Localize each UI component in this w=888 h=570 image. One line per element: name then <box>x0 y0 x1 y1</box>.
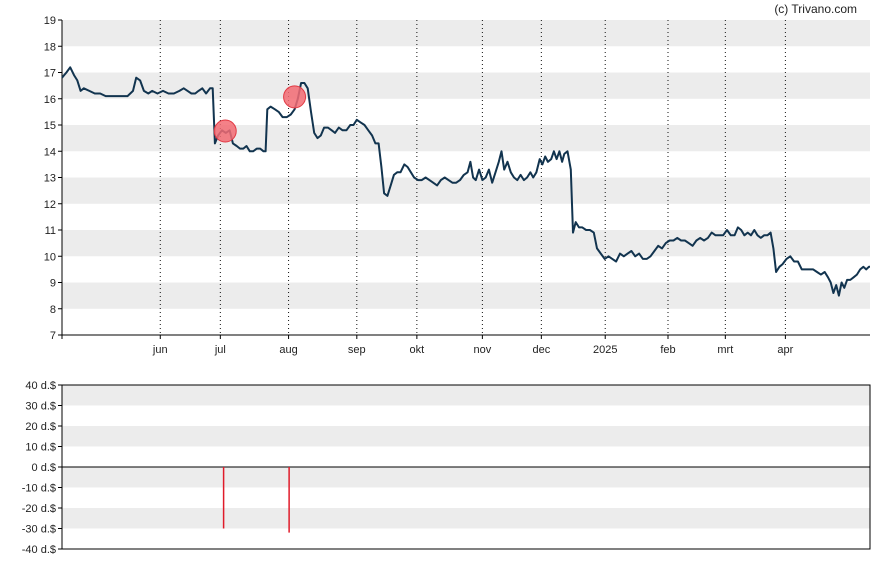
y-tick-label: 15 <box>44 120 56 132</box>
y-tick-label: -40 d.$ <box>22 544 56 556</box>
y-tick-label: 18 <box>44 41 56 53</box>
grid-band <box>62 426 870 447</box>
trade-marker <box>283 85 307 109</box>
y-tick-label: 10 d.$ <box>25 442 56 454</box>
grid-band <box>62 20 870 47</box>
grid-band <box>62 385 870 406</box>
grid-band <box>62 467 870 488</box>
grid-band <box>62 125 870 152</box>
x-tick-label: apr <box>777 344 793 356</box>
x-tick-label: jul <box>214 344 226 356</box>
y-tick-label: 11 <box>45 225 56 237</box>
x-tick-label: jun <box>152 344 168 356</box>
y-tick-label: 8 <box>50 304 56 316</box>
grid-band <box>62 177 870 204</box>
grid-band <box>62 72 870 99</box>
copyright-label: (c) Trivano.com <box>774 2 857 16</box>
y-tick-label: 19 <box>44 15 56 27</box>
y-tick-label: 16 <box>44 94 56 106</box>
y-tick-label: 7 <box>50 330 56 342</box>
y-tick-label: -30 d.$ <box>22 524 56 536</box>
x-tick-label: nov <box>474 344 492 356</box>
x-tick-label: okt <box>410 344 425 356</box>
x-tick-label: mrt <box>717 344 733 356</box>
y-tick-label: 13 <box>44 173 56 185</box>
x-tick-label: sep <box>348 344 366 356</box>
y-tick-label: -20 d.$ <box>22 503 56 515</box>
y-tick-label: 0 d.$ <box>32 462 56 474</box>
y-tick-label: 20 d.$ <box>25 421 56 433</box>
y-tick-label: 14 <box>44 146 56 158</box>
x-tick-label: dec <box>532 344 550 356</box>
y-tick-label: 10 <box>44 251 56 263</box>
trade-marker <box>213 119 237 143</box>
y-tick-label: 17 <box>44 68 56 80</box>
y-tick-label: 30 d.$ <box>25 401 56 413</box>
grid-band <box>62 282 870 309</box>
y-tick-label: 12 <box>44 199 56 211</box>
y-tick-label: 9 <box>50 278 56 290</box>
x-tick-label: 2025 <box>593 344 617 356</box>
y-tick-label: -10 d.$ <box>22 483 56 495</box>
x-tick-label: aug <box>279 344 297 356</box>
grid-band <box>62 508 870 529</box>
x-tick-label: feb <box>660 344 675 356</box>
y-tick-label: 40 d.$ <box>25 380 56 392</box>
